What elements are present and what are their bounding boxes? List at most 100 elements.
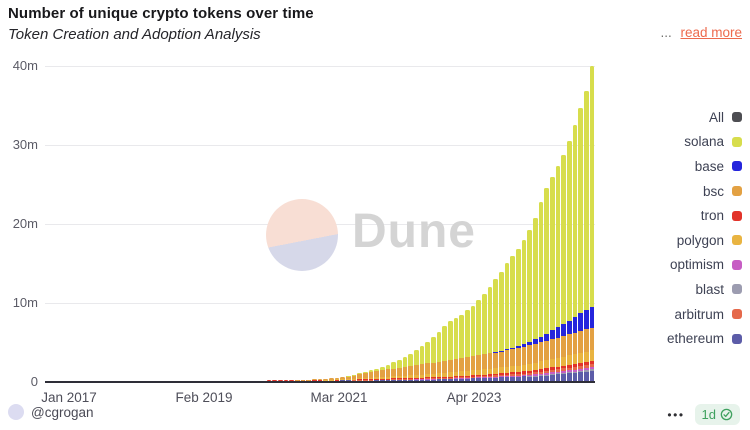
bar-segment-bsc[interactable] <box>504 350 510 367</box>
bar-segment-solana[interactable] <box>431 336 436 363</box>
bar-segment-ethereum[interactable] <box>431 378 436 382</box>
bar-segment-bsc[interactable] <box>499 351 504 368</box>
bar-month-13[interactable] <box>119 66 124 382</box>
bar-segment-tron[interactable] <box>374 378 379 380</box>
bar-segment-tron[interactable] <box>459 375 465 378</box>
bar-month-49[interactable] <box>323 66 328 382</box>
bar-segment-arbitrum[interactable] <box>567 367 572 371</box>
bar-segment-arbitrum[interactable] <box>555 369 561 372</box>
bar-segment-polygon[interactable] <box>380 377 385 379</box>
bar-month-94[interactable] <box>578 66 584 382</box>
read-more-link[interactable]: read more <box>680 25 742 40</box>
bar-segment-base[interactable] <box>578 313 584 331</box>
bar-segment-arbitrum[interactable] <box>510 374 516 376</box>
bar-segment-optimism[interactable] <box>493 376 499 378</box>
bar-segment-ethereum[interactable] <box>584 371 589 382</box>
bar-month-86[interactable] <box>533 66 538 382</box>
bar-month-89[interactable] <box>550 66 555 382</box>
bar-segment-bsc[interactable] <box>397 367 402 376</box>
bar-segment-blast[interactable] <box>567 372 572 374</box>
bar-month-91[interactable] <box>561 66 567 382</box>
bar-segment-polygon[interactable] <box>368 377 374 379</box>
bar-segment-polygon[interactable] <box>555 357 561 367</box>
bar-segment-arbitrum[interactable] <box>453 377 459 378</box>
bar-month-21[interactable] <box>164 66 170 382</box>
bar-segment-ethereum[interactable] <box>527 376 533 382</box>
bar-month-68[interactable] <box>431 66 436 382</box>
bar-segment-tron[interactable] <box>470 375 476 377</box>
bar-segment-polygon[interactable] <box>521 364 527 372</box>
bar-segment-bsc[interactable] <box>470 356 476 371</box>
bar-segment-base[interactable] <box>584 310 589 329</box>
bar-segment-arbitrum[interactable] <box>550 370 555 373</box>
bar-month-16[interactable] <box>136 66 141 382</box>
bar-segment-solana[interactable] <box>385 364 391 370</box>
bar-segment-tron[interactable] <box>482 374 487 376</box>
bar-segment-ethereum[interactable] <box>425 378 431 382</box>
legend-item-tron[interactable]: tron <box>667 203 742 228</box>
bar-month-37[interactable] <box>255 66 260 382</box>
bar-segment-polygon[interactable] <box>431 373 436 378</box>
bar-segment-base[interactable] <box>561 324 567 336</box>
bar-month-42[interactable] <box>283 66 289 382</box>
bar-month-62[interactable] <box>397 66 402 382</box>
bar-segment-tron[interactable] <box>572 363 578 367</box>
bar-segment-optimism[interactable] <box>589 367 595 370</box>
bar-segment-tron[interactable] <box>368 379 374 380</box>
bar-segment-tron[interactable] <box>476 374 482 377</box>
bar-segment-solana[interactable] <box>555 166 561 328</box>
legend-item-blast[interactable]: blast <box>667 277 742 302</box>
bar-segment-base[interactable] <box>521 344 527 347</box>
bar-segment-ethereum[interactable] <box>391 379 397 382</box>
bar-segment-bsc[interactable] <box>323 378 328 380</box>
bar-month-22[interactable] <box>170 66 175 382</box>
bar-segment-bsc[interactable] <box>487 353 493 369</box>
bar-segment-optimism[interactable] <box>561 371 567 373</box>
bar-segment-bsc[interactable] <box>453 358 459 372</box>
bar-segment-optimism[interactable] <box>521 375 527 377</box>
bar-month-11[interactable] <box>107 66 113 382</box>
bar-month-15[interactable] <box>130 66 136 382</box>
bar-month-58[interactable] <box>374 66 379 382</box>
bar-segment-bsc[interactable] <box>391 368 397 377</box>
bar-month-5[interactable] <box>73 66 79 382</box>
bar-segment-bsc[interactable] <box>380 370 385 378</box>
bar-segment-optimism[interactable] <box>567 370 572 373</box>
bar-segment-ethereum[interactable] <box>402 379 408 382</box>
bar-segment-base[interactable] <box>567 320 572 335</box>
bar-segment-bsc[interactable] <box>493 352 499 369</box>
bar-segment-optimism[interactable] <box>453 377 459 379</box>
bar-segment-arbitrum[interactable] <box>516 374 521 376</box>
bar-segment-polygon[interactable] <box>436 373 442 377</box>
bar-segment-optimism[interactable] <box>482 376 487 378</box>
bar-segment-polygon[interactable] <box>346 378 351 380</box>
bar-month-4[interactable] <box>68 66 73 382</box>
bar-month-79[interactable] <box>493 66 499 382</box>
bar-segment-tron[interactable] <box>584 361 589 365</box>
bar-segment-bsc[interactable] <box>374 371 379 378</box>
bar-segment-bsc[interactable] <box>414 365 419 375</box>
bar-segment-arbitrum[interactable] <box>482 375 487 377</box>
bar-segment-tron[interactable] <box>550 367 555 370</box>
legend-item-arbitrum[interactable]: arbitrum <box>667 302 742 327</box>
bar-segment-blast[interactable] <box>544 374 550 376</box>
bar-month-25[interactable] <box>187 66 192 382</box>
bar-segment-blast[interactable] <box>561 372 567 374</box>
bar-month-7[interactable] <box>85 66 90 382</box>
bar-month-46[interactable] <box>306 66 311 382</box>
bar-segment-polygon[interactable] <box>533 362 538 370</box>
bar-segment-base[interactable] <box>550 330 555 340</box>
bar-segment-ethereum[interactable] <box>504 377 510 382</box>
bar-segment-blast[interactable] <box>550 374 555 375</box>
bar-segment-ethereum[interactable] <box>550 374 555 382</box>
bar-segment-ethereum[interactable] <box>516 376 521 382</box>
bar-segment-ethereum[interactable] <box>538 375 544 382</box>
bar-month-63[interactable] <box>402 66 408 382</box>
bar-segment-solana[interactable] <box>442 326 448 361</box>
bar-segment-base[interactable] <box>538 336 544 343</box>
bar-segment-arbitrum[interactable] <box>527 372 533 375</box>
bar-segment-tron[interactable] <box>363 379 368 380</box>
bar-month-23[interactable] <box>175 66 181 382</box>
bar-segment-ethereum[interactable] <box>459 378 465 382</box>
bar-segment-ethereum[interactable] <box>487 377 493 382</box>
